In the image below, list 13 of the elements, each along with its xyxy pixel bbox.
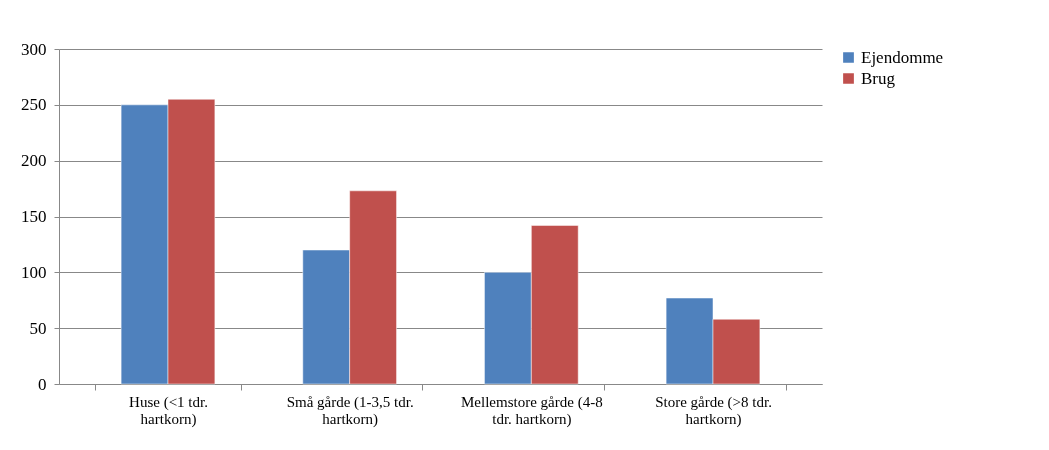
legend-label: Brug bbox=[861, 68, 896, 88]
y-tick-label: 200 bbox=[21, 151, 47, 171]
y-tick-label: 300 bbox=[21, 39, 47, 59]
y-tick-label: 50 bbox=[29, 318, 47, 338]
x-tick-label: Store gårde (>8 tdr. hartkorn) bbox=[655, 393, 772, 428]
y-tick-label: 100 bbox=[21, 262, 47, 282]
x-tick-label: Små gårde (1-3,5 tdr. hartkorn) bbox=[286, 393, 414, 428]
x-tick-label: Huse (<1 tdr. hartkorn) bbox=[129, 393, 208, 428]
y-tick-label: 0 bbox=[38, 374, 47, 394]
y-tick-label: 250 bbox=[21, 95, 47, 115]
x-tick-label: Mellemstore gårde (4-8 tdr. hartkorn) bbox=[461, 393, 603, 428]
y-tick-label: 150 bbox=[21, 207, 47, 226]
legend-label: Ejendomme bbox=[861, 47, 944, 67]
